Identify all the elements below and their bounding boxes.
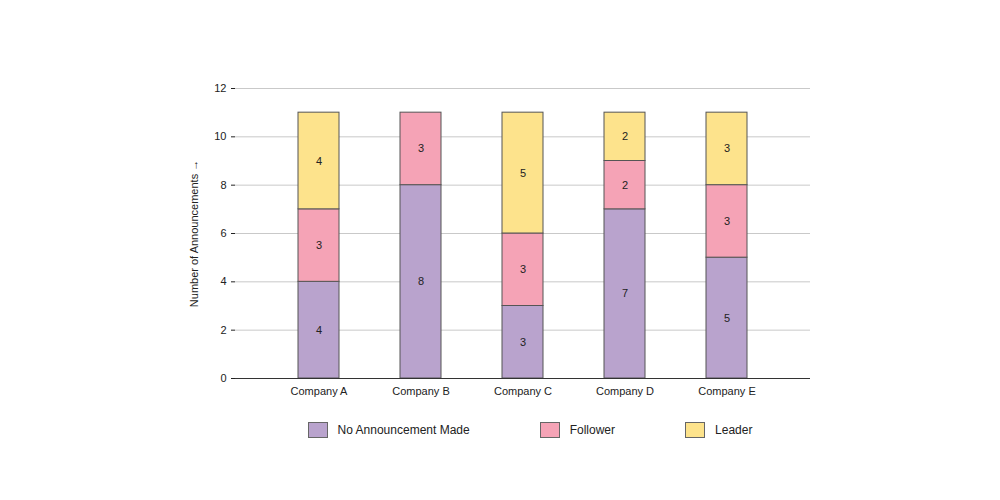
svg-text:8: 8: [220, 179, 226, 191]
svg-text:4: 4: [316, 155, 322, 167]
svg-text:12: 12: [214, 82, 226, 94]
svg-text:Company E: Company E: [698, 385, 755, 397]
svg-text:0: 0: [220, 372, 226, 384]
svg-text:4: 4: [220, 275, 226, 287]
svg-text:2: 2: [622, 179, 628, 191]
svg-text:5: 5: [724, 312, 730, 324]
svg-text:3: 3: [724, 142, 730, 154]
svg-text:3: 3: [724, 215, 730, 227]
svg-text:3: 3: [520, 336, 526, 348]
svg-text:8: 8: [418, 275, 424, 287]
html-text:No Announcement Made: No Announcement Made: [337, 423, 470, 437]
svg-text:5: 5: [520, 167, 526, 179]
svg-text:2: 2: [622, 130, 628, 142]
svg-text:Company B: Company B: [392, 385, 449, 397]
svg-text:Number of Announcements →: Number of Announcements →: [188, 160, 200, 307]
svg-text:4: 4: [316, 324, 322, 336]
svg-text:7: 7: [622, 287, 628, 299]
html-text:Leader: Leader: [715, 423, 753, 437]
html-text:Follower: Follower: [569, 423, 615, 437]
svg-text:Company C: Company C: [494, 385, 552, 397]
svg-text:2: 2: [220, 324, 226, 336]
svg-text:3: 3: [520, 263, 526, 275]
svg-text:3: 3: [418, 142, 424, 154]
svg-text:6: 6: [220, 227, 226, 239]
svg-text:Company D: Company D: [596, 385, 654, 397]
svg-text:Company A: Company A: [291, 385, 349, 397]
svg-text:10: 10: [214, 130, 226, 142]
svg-text:3: 3: [316, 239, 322, 251]
